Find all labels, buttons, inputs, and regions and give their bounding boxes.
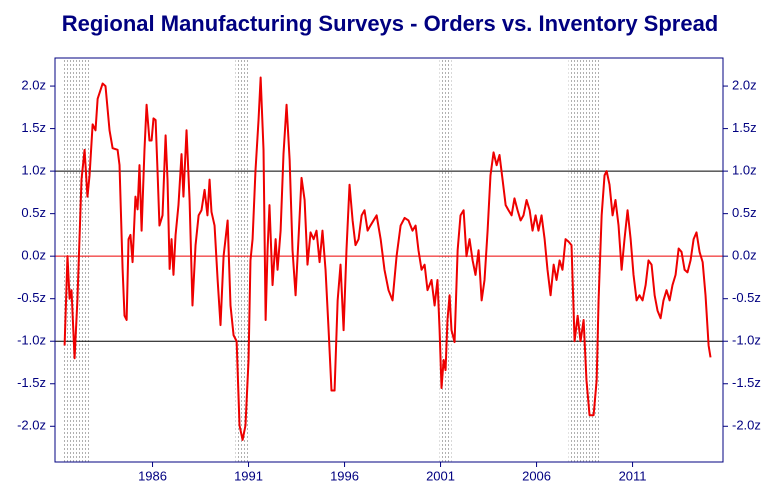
y-tick-label: 2.0z bbox=[21, 78, 46, 93]
x-tick-label: 2011 bbox=[619, 468, 647, 483]
recession-band bbox=[235, 58, 249, 462]
y-tick-label: 1.0z bbox=[21, 163, 46, 178]
plot-frame bbox=[54, 57, 724, 463]
y2-tick-label: 0.0z bbox=[732, 248, 757, 263]
y2-tick-label: 2.0z bbox=[732, 78, 757, 93]
x-tick-label: 1991 bbox=[234, 468, 263, 483]
y-tick-label: 1.5z bbox=[21, 120, 46, 135]
recession-band bbox=[439, 58, 452, 462]
x-tick-label: 2006 bbox=[522, 468, 551, 483]
y2-tick-label: -0.5z bbox=[732, 290, 761, 305]
y2-tick-label: -1.5z bbox=[732, 375, 761, 390]
recession-band bbox=[568, 58, 600, 462]
data-line bbox=[63, 76, 712, 441]
y2-tick-label: 0.5z bbox=[732, 205, 757, 220]
x-tick-label: 1996 bbox=[330, 468, 359, 483]
y-tick-label: 0.0z bbox=[21, 248, 46, 263]
x-tick-label: 1986 bbox=[138, 468, 167, 483]
y-tick-label: -1.5z bbox=[17, 375, 46, 390]
y2-tick-label: -2.0z bbox=[732, 418, 761, 433]
x-tick-label: 2001 bbox=[426, 468, 455, 483]
y-tick-label: -0.5z bbox=[17, 290, 46, 305]
y2-tick-label: 1.0z bbox=[732, 163, 757, 178]
y-tick-label: 0.5z bbox=[21, 205, 46, 220]
y2-tick-label: 1.5z bbox=[732, 120, 757, 135]
y-tick-label: -1.0z bbox=[17, 333, 46, 348]
y-tick-label: -2.0z bbox=[17, 418, 46, 433]
chart-title: Regional Manufacturing Surveys - Orders … bbox=[62, 11, 719, 36]
y2-tick-label: -1.0z bbox=[732, 333, 761, 348]
